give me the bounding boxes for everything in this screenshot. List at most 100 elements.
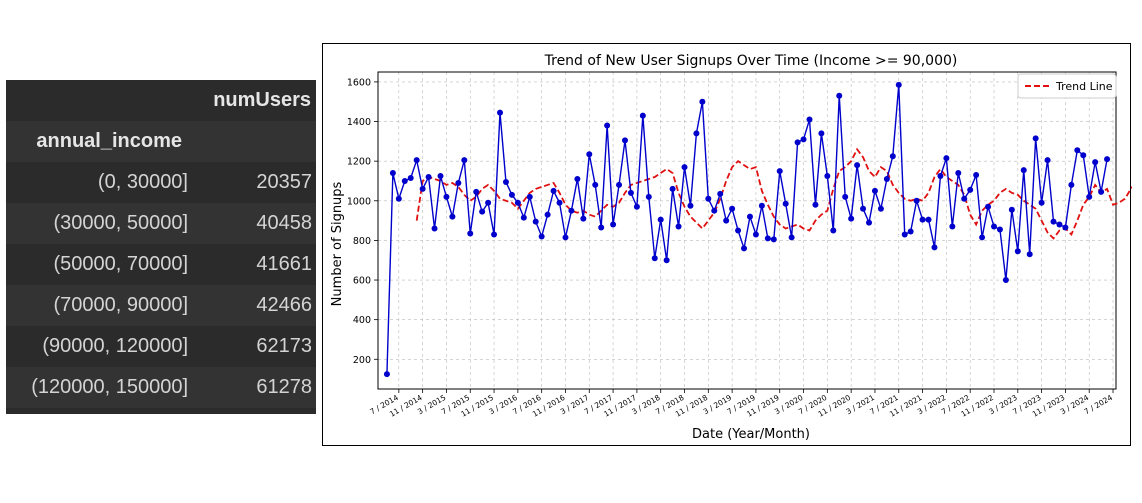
signups-point <box>985 203 992 210</box>
y-tick-label: 600 <box>353 276 371 287</box>
signups-point <box>407 174 414 181</box>
signups-point <box>681 164 688 171</box>
signups-point <box>883 175 890 182</box>
y-tick-label: 1000 <box>347 196 371 207</box>
signups-point <box>1068 181 1075 188</box>
signups-point <box>473 188 480 195</box>
index-header-annual-income: annual_income <box>36 130 182 152</box>
signups-point <box>639 112 646 119</box>
signups-point <box>1074 147 1081 154</box>
signups-point <box>812 201 819 208</box>
signups-point <box>610 221 617 228</box>
table-row: (90000, 120000] 62173 <box>6 326 316 367</box>
signups-point <box>776 168 783 175</box>
row-index: (30000, 50000] <box>53 212 188 234</box>
legend-box <box>1017 73 1117 99</box>
signups-point <box>1080 152 1087 159</box>
signups-point <box>925 216 932 223</box>
plot-area-border <box>377 71 1117 390</box>
signups-point <box>770 236 777 243</box>
signups-point <box>723 217 730 224</box>
signups-point <box>1008 206 1015 213</box>
signups-point <box>592 181 599 188</box>
signups-point <box>967 186 974 193</box>
signups-point <box>425 174 432 181</box>
signups-point <box>919 216 926 223</box>
signups-point <box>449 213 456 220</box>
signups-point <box>431 225 438 232</box>
signups-point <box>455 179 462 186</box>
signups-point <box>1056 221 1063 228</box>
column-header-numusers: numUsers <box>213 89 311 111</box>
signups-point <box>842 193 849 200</box>
signups-point <box>413 157 420 164</box>
row-value: 62173 <box>256 335 312 357</box>
signups-point <box>794 139 801 146</box>
signups-point <box>871 187 878 194</box>
signups-point <box>568 207 575 214</box>
y-tick-label: 200 <box>353 355 371 366</box>
signups-series <box>383 81 1111 378</box>
signups-point <box>961 195 968 202</box>
signups-point <box>461 157 468 164</box>
signups-point <box>1002 277 1009 284</box>
signups-point <box>657 216 664 223</box>
signups-point <box>1032 135 1039 142</box>
signups-point <box>627 189 634 196</box>
signups-point <box>586 151 593 158</box>
y-ticks: 200 400 600 800 1000 1200 1400 1600 <box>347 77 378 366</box>
signups-chart: 200 400 600 800 1000 1200 1400 1600 7 / 2014 11 … <box>322 43 1132 446</box>
signups-point <box>687 202 694 209</box>
signups-point <box>860 205 867 212</box>
signups-point <box>669 185 676 192</box>
signups-point <box>1092 159 1099 166</box>
signups-point <box>395 195 402 202</box>
table-row: (70000, 90000] 42466 <box>6 285 316 326</box>
signups-point <box>1038 199 1045 206</box>
signups-point <box>1014 248 1021 255</box>
signups-point <box>645 193 652 200</box>
signups-point <box>544 211 551 218</box>
row-value: 41661 <box>256 253 312 275</box>
signups-point <box>1044 157 1051 164</box>
dataframe-table: numUsers annual_income (0, 30000] 20357 … <box>6 80 316 414</box>
axes <box>377 71 1117 390</box>
signups-point <box>889 153 896 160</box>
signups-point <box>824 173 831 180</box>
signups-point <box>616 181 623 188</box>
signups-point <box>604 122 611 129</box>
table-index-header-row: annual_income <box>6 121 316 162</box>
row-index: (50000, 70000] <box>53 253 188 275</box>
signups-point <box>651 255 658 262</box>
signups-point <box>711 207 718 214</box>
signups-point <box>901 231 908 238</box>
row-value: 20357 <box>256 171 312 193</box>
signups-point <box>419 185 426 192</box>
signups-point <box>1050 218 1057 225</box>
signups-point <box>401 177 408 184</box>
table-row: (120000, 150000] 61278 <box>6 367 316 408</box>
signups-point <box>550 187 557 194</box>
y-axis-label: Number of Signups <box>330 181 345 306</box>
signups-point <box>877 205 884 212</box>
signups-point <box>949 223 956 230</box>
signups-point <box>1104 156 1111 163</box>
signups-point <box>741 245 748 252</box>
signups-point <box>705 195 712 202</box>
signups-point <box>437 173 444 180</box>
signups-point <box>990 223 997 230</box>
y-tick-label: 800 <box>353 236 371 247</box>
signups-point <box>467 230 474 237</box>
signups-point <box>491 231 498 238</box>
signups-point <box>663 257 670 264</box>
row-index: (120000, 150000] <box>31 376 188 398</box>
signups-point <box>752 231 759 238</box>
signups-point <box>383 371 390 378</box>
signups-point <box>538 233 545 240</box>
row-index: (90000, 120000] <box>42 335 188 357</box>
chart-title: Trend of New User Signups Over Time (Inc… <box>544 53 958 69</box>
signups-point <box>479 208 486 215</box>
signups-point <box>836 92 843 99</box>
chart-canvas: 200 400 600 800 1000 1200 1400 1600 7 / 201411 … <box>330 53 1132 442</box>
